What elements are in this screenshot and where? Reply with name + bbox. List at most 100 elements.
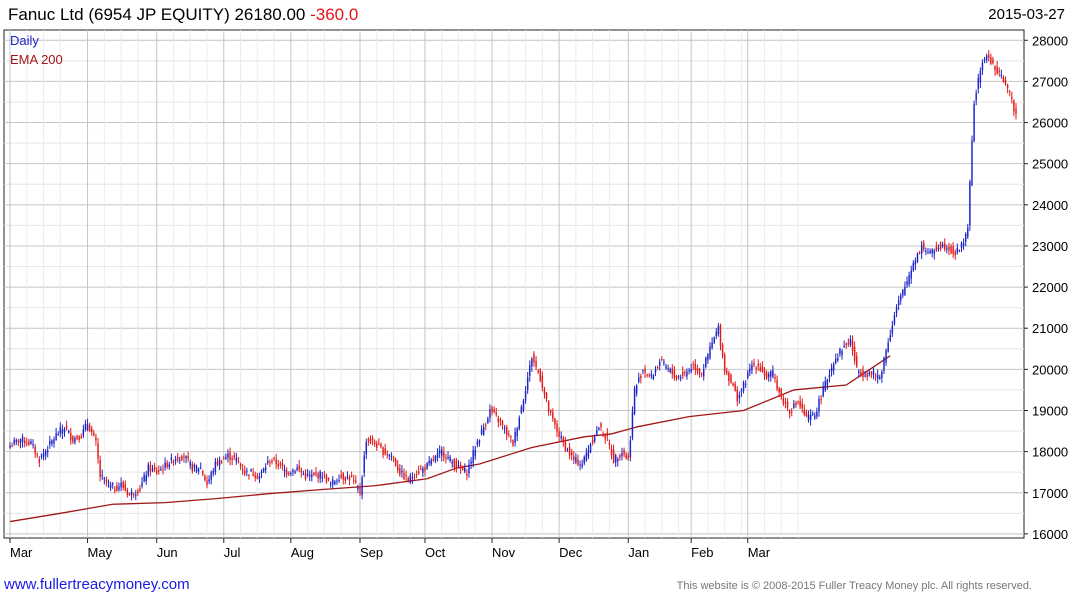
candle-body	[434, 455, 437, 461]
candle-body	[315, 472, 317, 475]
candle-body	[231, 458, 233, 460]
y-tick-label: 24000	[1032, 198, 1068, 213]
candle-body	[233, 455, 235, 458]
candle-body	[344, 477, 347, 481]
candle-body	[426, 463, 428, 469]
candle-body	[512, 440, 514, 446]
candle-body	[694, 363, 697, 370]
candle-body	[252, 473, 254, 476]
candle-body	[929, 251, 931, 254]
candle-body	[958, 250, 961, 252]
candle-body	[218, 459, 221, 466]
candle-body	[72, 436, 74, 442]
candle-body	[107, 482, 110, 484]
candle-body	[753, 363, 755, 366]
candle-body	[711, 342, 713, 348]
candle-body	[981, 62, 984, 71]
y-tick-label: 19000	[1032, 403, 1068, 418]
candle-body	[174, 459, 177, 462]
candle-body	[579, 464, 581, 466]
candle-body	[1011, 96, 1013, 99]
candle-body	[893, 315, 896, 325]
candle-body	[786, 401, 789, 408]
candle-body	[260, 471, 263, 473]
candle-body	[501, 421, 504, 426]
candle-body	[667, 368, 669, 370]
candle-body	[470, 461, 472, 464]
candle-body	[361, 477, 363, 496]
candle-body	[369, 438, 372, 443]
candle-body	[554, 418, 556, 425]
y-tick-label: 23000	[1032, 239, 1068, 254]
candle-body	[139, 488, 141, 491]
candle-body	[327, 478, 330, 480]
candle-body	[82, 429, 85, 436]
candle-body	[254, 475, 256, 478]
candle-body	[749, 368, 751, 373]
candle-body	[273, 457, 275, 459]
candle-body	[644, 368, 646, 373]
candle-body	[445, 457, 447, 459]
candle-body	[367, 438, 370, 441]
candle-body	[26, 443, 28, 445]
candle-body	[241, 469, 244, 472]
chart-date: 2015-03-27	[988, 6, 1065, 23]
candle-body	[466, 473, 468, 476]
candle-body	[250, 469, 252, 472]
candle-body	[474, 449, 477, 457]
candle-body	[122, 482, 124, 488]
candle-body	[717, 326, 720, 334]
candle-body	[76, 436, 78, 439]
candle-body	[193, 464, 196, 468]
candle-body	[770, 371, 772, 377]
x-tick-label: Jan	[628, 545, 649, 560]
candle-body	[277, 464, 280, 467]
candle-body	[403, 472, 405, 480]
candle-body	[376, 443, 378, 448]
website-link[interactable]: www.fullertreacymoney.com	[4, 576, 190, 593]
candle-body	[42, 453, 45, 458]
candle-body	[487, 418, 489, 423]
candle-body	[575, 457, 577, 463]
candle-body	[420, 468, 422, 470]
candle-body	[547, 401, 550, 412]
candle-body	[772, 370, 774, 377]
candle-body	[895, 306, 898, 314]
candle-body	[673, 369, 676, 378]
candle-body	[388, 454, 391, 456]
candle-body	[646, 374, 648, 376]
candle-body	[457, 465, 460, 467]
candle-body	[883, 357, 885, 371]
candle-body	[520, 407, 523, 413]
candle-body	[799, 400, 801, 407]
candle-body	[713, 337, 715, 343]
candle-body	[847, 342, 850, 345]
candle-body	[36, 454, 38, 456]
candle-body	[665, 366, 667, 369]
candle-body	[371, 438, 374, 441]
candle-body	[594, 437, 596, 442]
candle-body	[686, 371, 688, 377]
candle-body	[227, 453, 229, 458]
candle-body	[321, 476, 324, 478]
candle-body	[967, 227, 969, 237]
candle-body	[237, 460, 240, 463]
candle-body	[920, 245, 923, 254]
candle-body	[826, 379, 829, 386]
candle-body	[824, 381, 827, 390]
y-tick-label: 26000	[1032, 116, 1068, 131]
candle-body	[516, 428, 518, 437]
candle-body	[793, 403, 795, 408]
candle-body	[332, 479, 334, 485]
candle-body	[401, 470, 403, 473]
candle-body	[220, 461, 223, 464]
candle-body	[449, 456, 451, 461]
candle-body	[288, 473, 290, 475]
ema-200-layer	[9, 355, 891, 523]
candle-body	[746, 372, 749, 378]
candle-body	[329, 483, 332, 485]
candle-body	[97, 443, 99, 459]
candle-body	[818, 399, 820, 412]
candle-body	[225, 457, 227, 459]
candle-body	[778, 388, 780, 393]
